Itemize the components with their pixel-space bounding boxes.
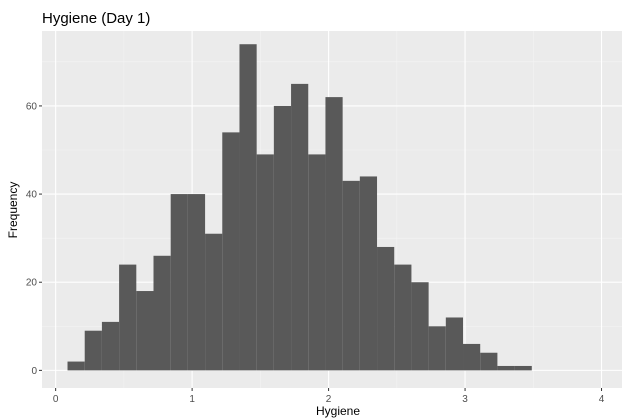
histogram-bar — [222, 132, 240, 371]
histogram-bar — [428, 326, 446, 371]
histogram-bars — [67, 44, 532, 371]
x-tick-label: 3 — [462, 394, 468, 405]
histogram-bar — [67, 361, 85, 371]
histogram-bar — [291, 83, 309, 371]
chart-title: Hygiene (Day 1) — [42, 10, 150, 27]
histogram-bar — [84, 330, 102, 371]
histogram-bar — [394, 264, 412, 371]
histogram-bar — [411, 282, 429, 371]
histogram-bar — [359, 176, 378, 371]
histogram-bar — [325, 97, 343, 371]
histogram-bar — [256, 154, 274, 371]
y-tick-label: 60 — [26, 101, 38, 112]
histogram-bar — [445, 317, 464, 371]
histogram-bar — [239, 44, 257, 371]
x-axis: 0 1 2 3 4 — [53, 388, 605, 405]
histogram-bar — [153, 255, 171, 371]
histogram-bar — [497, 365, 515, 371]
histogram-bar — [514, 365, 532, 371]
x-tick-label: 1 — [189, 394, 195, 405]
y-axis: 0 20 40 60 — [26, 101, 42, 377]
histogram-bar — [480, 352, 498, 371]
histogram-bar — [101, 321, 120, 371]
histogram-bar — [119, 264, 137, 371]
x-axis-title: Hygiene — [316, 404, 360, 418]
x-tick-label: 2 — [326, 394, 332, 405]
y-tick-label: 20 — [26, 278, 38, 289]
x-tick-label: 4 — [599, 394, 605, 405]
histogram-bar — [273, 105, 292, 371]
y-axis-title: Frequency — [6, 182, 20, 239]
y-tick-label: 0 — [31, 366, 37, 377]
histogram-bar — [187, 194, 206, 371]
histogram-bar — [170, 194, 188, 371]
histogram-bar — [136, 291, 154, 371]
histogram-bar — [342, 180, 360, 371]
y-tick-label: 40 — [26, 190, 38, 201]
histogram-bar — [463, 343, 481, 371]
histogram-bar — [308, 154, 326, 371]
histogram-bar — [377, 246, 395, 371]
x-tick-label: 0 — [53, 394, 59, 405]
histogram-bar — [205, 233, 223, 371]
